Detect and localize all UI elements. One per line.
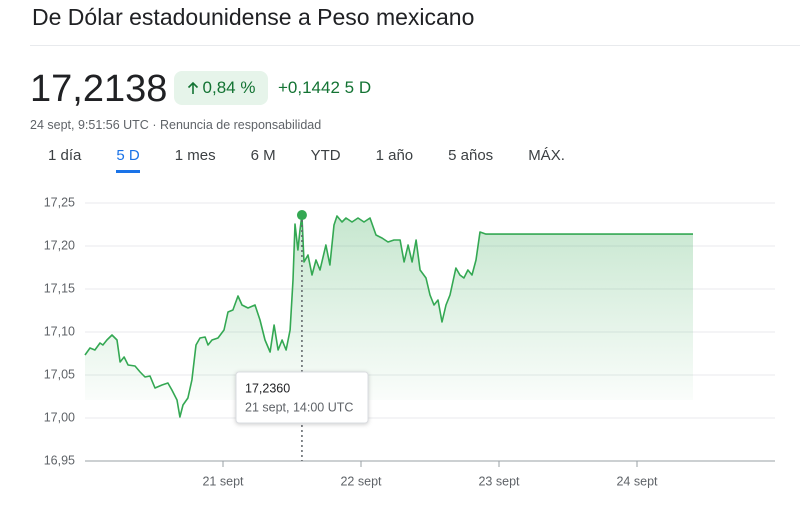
range-tabs: 1 día 5 D 1 mes 6 M YTD 1 año 5 años MÁX.: [48, 147, 565, 173]
range-tab[interactable]: 5 D: [116, 147, 140, 173]
change-pct: 0,84 %: [202, 78, 256, 97]
highlight-point: [296, 210, 307, 221]
range-tab[interactable]: 1 año: [375, 147, 414, 164]
range-tab[interactable]: 5 años: [448, 147, 494, 164]
change-value: +0,1442: [278, 78, 340, 97]
tooltip-box: [235, 371, 369, 424]
y-tick-label: 17,00: [44, 410, 75, 424]
timestamp: 24 sept, 9:51:56 UTC: [30, 118, 149, 132]
disclaimer[interactable]: Renuncia de responsabilidad: [159, 118, 322, 132]
change-period: 5 D: [344, 78, 372, 97]
range-tab[interactable]: YTD: [310, 147, 341, 164]
dot: ·: [152, 118, 157, 132]
up-arrow: [187, 81, 198, 94]
range-tab[interactable]: MÁX.: [528, 147, 565, 164]
x-tick-label: 23 sept: [478, 474, 520, 488]
range-tab[interactable]: 1 mes: [174, 147, 216, 164]
x-tick-label: 22 sept: [340, 474, 382, 488]
change-abs: +0,1442 5 D: [278, 78, 371, 98]
timestamp-line: 24 sept, 9:51:56 UTC · Renuncia de respo…: [30, 118, 321, 132]
y-tick-label: 17,25: [44, 195, 75, 209]
y-tick-label: 16,95: [44, 453, 75, 467]
title: De Dólar estadounidense a Peso mexicano: [32, 4, 475, 30]
separator: [30, 45, 800, 46]
y-tick-label: 17,15: [44, 281, 75, 295]
y-tick-label: 17,20: [44, 238, 75, 252]
price: 17,2138: [30, 68, 168, 110]
y-tick-label: 17,05: [44, 367, 75, 381]
range-tab[interactable]: 1 día: [48, 147, 82, 164]
range-tab[interactable]: 6 M: [250, 147, 276, 164]
y-tick-label: 17,10: [44, 324, 75, 338]
tooltip-value: 17,2360: [245, 381, 290, 395]
price-line: [84, 214, 693, 418]
change-badge: 0,84 %: [174, 71, 268, 105]
tooltip-date: 21 sept, 14:00 UTC: [245, 400, 353, 414]
x-tick-label: 21 sept: [202, 474, 244, 488]
area: [85, 215, 694, 417]
x-tick-label: 24 sept: [616, 474, 658, 488]
